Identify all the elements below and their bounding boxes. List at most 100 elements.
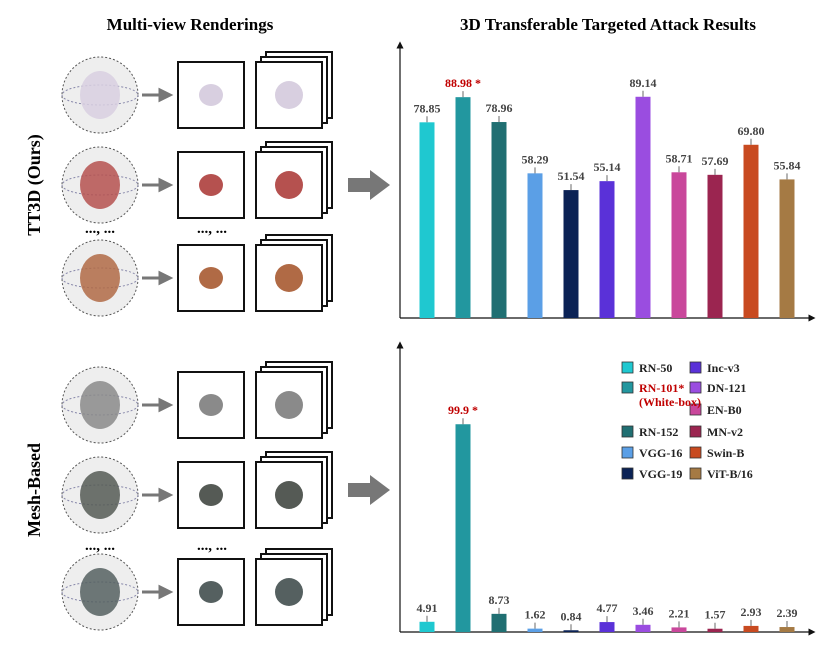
value-label: 1.62: [525, 608, 546, 622]
value-label: 89.14: [630, 76, 657, 90]
legend-label: RN-101* (White-box): [639, 381, 701, 409]
value-label: 99.9 *: [448, 403, 478, 417]
value-label: 0.84: [561, 609, 582, 623]
legend-label: RN-50: [639, 361, 673, 375]
value-label: 55.14: [594, 160, 621, 174]
bar: [491, 122, 507, 318]
legend-swatch: [689, 446, 702, 459]
bar: [419, 122, 435, 318]
legend-swatch: [621, 467, 634, 480]
legend-swatch: [621, 425, 634, 438]
value-label: 78.96: [486, 101, 513, 115]
ellipsis: ..., ...: [197, 538, 227, 554]
value-label: 2.93: [741, 605, 762, 619]
arrow: [142, 584, 174, 600]
bar: [527, 628, 543, 632]
object: [80, 381, 120, 429]
bar: [599, 181, 615, 318]
big-arrow: [348, 170, 390, 200]
bar: [635, 96, 651, 319]
arrow: [142, 397, 174, 413]
legend-swatch: [621, 361, 634, 374]
object: [199, 581, 223, 603]
legend-label: DN-121: [707, 381, 747, 395]
legend-label: MN-v2: [707, 425, 743, 439]
big-arrow: [348, 475, 390, 505]
legend-label: RN-152: [639, 425, 679, 439]
object: [275, 171, 303, 199]
value-label: 78.85: [414, 101, 441, 115]
arrow: [142, 87, 174, 103]
legend-label: ViT-B/16: [707, 467, 753, 481]
value-label: 58.29: [522, 152, 549, 166]
bar: [491, 613, 507, 632]
object: [275, 391, 303, 419]
object: [275, 578, 303, 606]
ellipsis: ..., ...: [197, 221, 227, 237]
object: [80, 71, 120, 119]
frame: [255, 61, 323, 129]
value-label: 1.57: [705, 608, 726, 622]
bar: [563, 190, 579, 318]
row-label: TT3D (Ours): [24, 134, 45, 236]
illustrations: [61, 51, 333, 631]
right-title: 3D Transferable Targeted Attack Results: [460, 15, 756, 34]
bar: [779, 627, 795, 632]
legend-swatch: [621, 446, 634, 459]
legend-swatch: [689, 381, 702, 394]
bar: [563, 630, 579, 632]
frame: [177, 558, 245, 626]
value-label: 4.91: [417, 601, 438, 615]
object: [80, 568, 120, 616]
bar: [419, 621, 435, 632]
legend-label: VGG-19: [639, 467, 683, 481]
arrow: [142, 177, 174, 193]
ellipsis: ..., ...: [85, 221, 115, 237]
object: [80, 161, 120, 209]
bar: [707, 174, 723, 318]
bar: [671, 627, 687, 632]
value-label: 69.80: [738, 124, 765, 138]
ellipsis: ..., ...: [85, 538, 115, 554]
object: [275, 264, 303, 292]
left-title: Multi-view Renderings: [107, 15, 274, 34]
object: [80, 254, 120, 302]
value-label: 2.21: [669, 606, 690, 620]
bar: [743, 625, 759, 632]
legend-swatch: [689, 467, 702, 480]
bar: [455, 97, 471, 318]
object: [275, 481, 303, 509]
legend-swatch: [621, 381, 634, 394]
value-label: 3.46: [633, 604, 654, 618]
object: [275, 81, 303, 109]
bar: [635, 624, 651, 632]
legend-label: VGG-16: [639, 446, 683, 460]
legend-swatch: [689, 361, 702, 374]
value-label: 2.39: [777, 606, 798, 620]
legend-swatch: [689, 425, 702, 438]
bar: [671, 172, 687, 318]
bar: [455, 424, 471, 632]
legend-label: EN-B0: [707, 403, 742, 417]
value-label: 88.98 *: [445, 76, 481, 90]
object: [199, 484, 223, 506]
arrow: [142, 487, 174, 503]
bar: [743, 144, 759, 318]
bar: [527, 173, 543, 318]
bar: [779, 179, 795, 318]
bar: [599, 622, 615, 632]
value-label: 58.71: [666, 151, 693, 165]
value-label: 4.77: [597, 601, 618, 615]
legend-label: Swin-B: [707, 446, 745, 460]
value-label: 55.84: [774, 158, 801, 172]
row-label: Mesh-Based: [24, 443, 44, 537]
bar: [707, 628, 723, 632]
arrow: [142, 270, 174, 286]
value-label: 57.69: [702, 154, 729, 168]
legend-swatch: [689, 403, 702, 416]
legend-label: Inc-v3: [707, 361, 740, 375]
value-label: 51.54: [558, 169, 585, 183]
object: [80, 471, 120, 519]
